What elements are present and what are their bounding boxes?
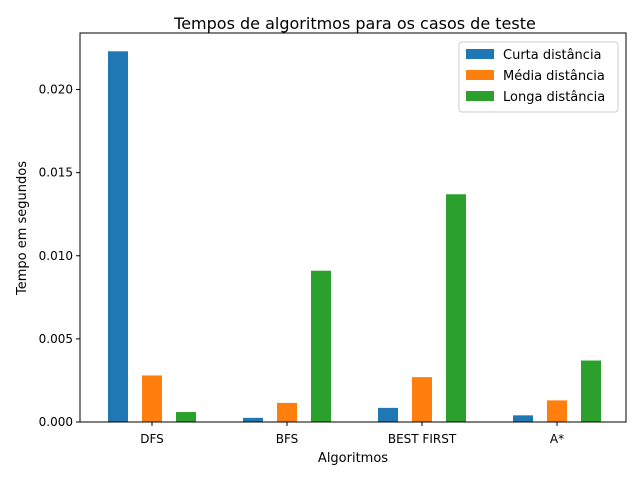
x-tick-label: BEST FIRST (388, 432, 457, 446)
legend-swatch (466, 91, 494, 101)
bar (311, 270, 331, 422)
bar (108, 51, 128, 423)
y-tick-label: 0.010 (39, 249, 73, 263)
bar (176, 412, 196, 422)
x-tick-label: A* (550, 432, 564, 446)
y-tick-label: 0.020 (39, 83, 73, 97)
x-tick-label: BFS (276, 432, 299, 446)
bar (378, 407, 398, 422)
legend: Curta distância Média distância Longa dist… (458, 41, 619, 113)
bar (547, 400, 567, 422)
x-tick-label: DFS (140, 432, 164, 446)
y-tick-label: 0.000 (39, 415, 73, 429)
y-tick-label: 0.005 (39, 332, 73, 346)
bars-group (108, 51, 601, 423)
y-axis-ticks: 0.000 0.005 0.010 0.015 0.020 (39, 83, 80, 429)
bar (446, 194, 466, 422)
bar (243, 417, 263, 422)
chart-title: Tempos de algoritmos para os casos de te… (173, 14, 536, 33)
bar (277, 402, 297, 422)
bar (513, 415, 533, 422)
bar (142, 375, 162, 422)
bar (581, 360, 601, 422)
legend-swatch (466, 70, 494, 80)
legend-frame (458, 41, 619, 113)
legend-entry: Média distância (503, 69, 605, 84)
y-tick-label: 0.015 (39, 166, 73, 180)
y-axis-label: Tempo em segundos (15, 161, 30, 296)
legend-entry: Curta distância (503, 48, 602, 63)
bar (412, 377, 432, 422)
x-axis-label: Algoritmos (318, 451, 388, 466)
legend-swatch (466, 49, 494, 59)
x-axis-ticks: DFS BFS BEST FIRST A* (140, 422, 564, 446)
legend-entry: Longa distância (503, 90, 605, 105)
plot-frame (79, 32, 627, 423)
